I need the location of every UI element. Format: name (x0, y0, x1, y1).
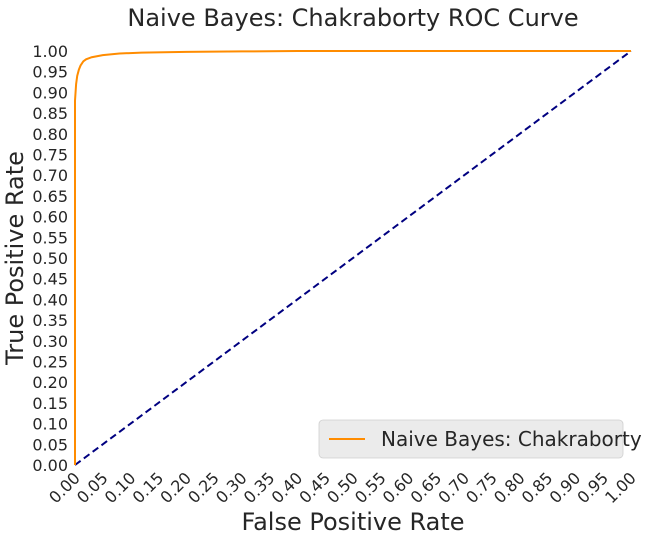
y-tick-label: 0.35 (32, 311, 68, 330)
y-tick-label: 0.95 (32, 63, 68, 82)
reference-diagonal-line (74, 50, 632, 466)
chart-title: Naive Bayes: Chakraborty ROC Curve (127, 4, 578, 32)
y-tick-label: 0.85 (32, 104, 68, 123)
y-tick-label: 1.00 (32, 42, 68, 61)
y-tick-label: 0.70 (32, 166, 68, 185)
y-tick-label: 0.40 (32, 290, 68, 309)
y-tick-label: 0.15 (32, 394, 68, 413)
y-tick-label: 0.25 (32, 353, 68, 372)
y-tick-label: 0.65 (32, 187, 68, 206)
legend-label: Naive Bayes: Chakraborty (381, 427, 642, 451)
y-tick-label: 0.05 (32, 435, 68, 454)
y-axis-label: True Positive Rate (1, 151, 29, 366)
y-tick-label: 0.90 (32, 83, 68, 102)
y-tick-label: 0.30 (32, 332, 68, 351)
y-tick-label: 0.50 (32, 249, 68, 268)
legend: Naive Bayes: Chakraborty (318, 419, 642, 459)
y-tick-label: 0.20 (32, 373, 68, 392)
x-tick-labels: 0.000.050.100.150.200.250.300.350.400.45… (45, 468, 640, 507)
roc-curve-line (74, 50, 631, 465)
y-tick-label: 0.00 (32, 456, 68, 475)
y-tick-label: 0.80 (32, 125, 68, 144)
y-tick-label: 0.10 (32, 415, 68, 434)
y-tick-label: 0.60 (32, 208, 68, 227)
legend-box (318, 419, 624, 459)
y-tick-label: 0.55 (32, 228, 68, 247)
y-tick-label: 0.45 (32, 270, 68, 289)
y-tick-label: 0.75 (32, 146, 68, 165)
x-axis-label: False Positive Rate (241, 508, 464, 536)
x-tick-label: 1.00 (601, 468, 640, 507)
y-tick-labels: 0.00 0.050.10 0.15 0.200.25 0.30 0.35 0.400.45… (32, 42, 68, 475)
